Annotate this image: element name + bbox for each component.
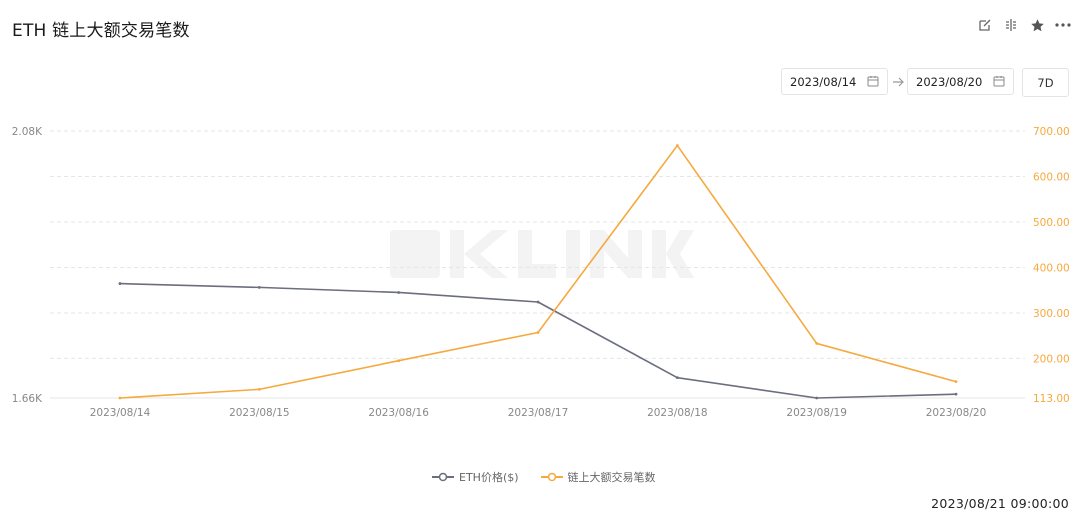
data-point-large-tx <box>536 331 540 334</box>
arrow-right-icon <box>891 74 905 88</box>
data-point-eth-price <box>675 376 679 380</box>
line-chart: 113.00 200.00 300.00 400.00 500.00 600.00 700.… <box>12 126 1070 419</box>
right-axis-tick-label: 400.00 <box>1033 262 1070 274</box>
calendar-icon <box>993 75 1005 87</box>
x-axis-tick-label: 2023/08/17 <box>508 407 569 419</box>
data-point-eth-price <box>536 300 540 304</box>
start-date-value: 2023/08/14 <box>790 74 857 89</box>
legend-marker-eth-price <box>432 472 454 482</box>
left-axis-tick-label: 2.08K <box>12 126 43 138</box>
data-point-eth-price <box>397 291 401 294</box>
data-point-large-tx <box>257 387 261 391</box>
star-icon[interactable] <box>1029 17 1045 33</box>
data-timestamp: 2023/08/21 09:00:00 <box>931 496 1069 511</box>
legend-item-eth-price[interactable]: ETH价格($) <box>432 469 519 485</box>
legend-label-large-tx: 链上大额交易笔数 <box>567 471 656 484</box>
right-axis-tick-label: 700.00 <box>1033 126 1070 138</box>
x-axis-tick-label: 2023/08/20 <box>926 407 987 419</box>
data-point-large-tx <box>954 380 958 384</box>
compare-icon[interactable] <box>1003 17 1019 33</box>
calendar-icon <box>867 75 879 87</box>
watermark-logo <box>390 230 694 278</box>
edit-icon[interactable] <box>977 17 993 33</box>
legend-label-eth-price: ETH价格($) <box>459 471 519 484</box>
data-point-eth-price <box>118 282 122 285</box>
data-point-large-tx <box>397 359 401 363</box>
right-axis-tick-label: 300.00 <box>1033 308 1070 320</box>
more-icon[interactable] <box>1055 17 1071 33</box>
left-axis-tick-label: 1.66K <box>12 393 43 405</box>
chart-toolbar <box>977 17 1071 33</box>
data-point-large-tx <box>675 144 679 147</box>
data-point-large-tx <box>118 396 122 400</box>
legend-item-large-tx[interactable]: 链上大额交易笔数 <box>540 469 656 485</box>
x-axis-tick-label: 2023/08/14 <box>90 407 151 419</box>
legend-marker-large-tx <box>540 472 563 482</box>
data-point-eth-price <box>815 396 819 400</box>
data-point-large-tx <box>815 342 819 345</box>
data-point-eth-price <box>257 285 261 289</box>
right-axis-tick-label: 500.00 <box>1033 217 1070 229</box>
chart-legend: ETH价格($) 链上大额交易笔数 <box>432 469 656 485</box>
right-axis-tick-label: 113.00 <box>1033 393 1070 405</box>
end-date-value: 2023/08/20 <box>916 74 983 89</box>
right-axis-tick-label: 200.00 <box>1033 353 1070 365</box>
right-axis-tick-label: 600.00 <box>1033 171 1070 183</box>
page-title: ETH 链上大额交易笔数 <box>12 21 190 41</box>
x-axis-tick-label: 2023/08/15 <box>229 407 290 419</box>
data-point-eth-price <box>954 392 958 396</box>
end-date-picker[interactable]: 2023/08/20 <box>907 68 1014 95</box>
start-date-picker[interactable]: 2023/08/14 <box>781 68 888 95</box>
x-axis-tick-label: 2023/08/19 <box>786 407 847 419</box>
range-7d-button[interactable]: 7D <box>1022 68 1069 97</box>
x-axis-tick-label: 2023/08/16 <box>368 407 429 419</box>
x-axis-tick-label: 2023/08/18 <box>647 407 708 419</box>
